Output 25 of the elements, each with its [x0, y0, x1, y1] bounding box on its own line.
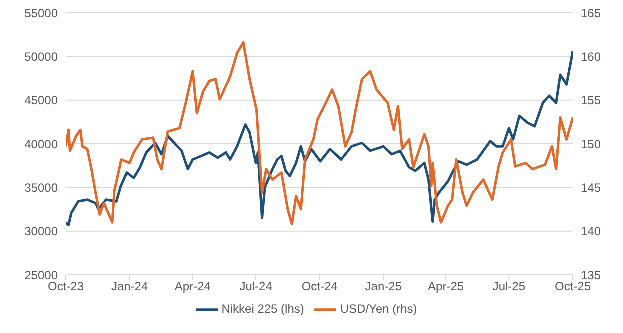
y2-tick-label: 145 — [581, 180, 602, 195]
x-tick-label: Apr-25 — [428, 280, 464, 294]
y-tick-label: 40000 — [24, 137, 58, 152]
x-tick-label: Oct-24 — [302, 280, 338, 294]
y-tick-label: 30000 — [24, 224, 58, 239]
y-tick-label: 25000 — [24, 268, 58, 282]
y-tick-label: 55000 — [24, 6, 58, 20]
x-tick-label: Oct-23 — [48, 280, 84, 294]
y2-tick-label: 150 — [581, 137, 602, 152]
x-tick-label: Jul-24 — [240, 280, 273, 294]
x-tick-label: Oct-25 — [554, 280, 592, 294]
y2-tick-label: 160 — [581, 50, 602, 64]
legend-label: USD/Yen (rhs) — [340, 302, 418, 316]
y2-tick-label: 140 — [581, 224, 602, 239]
legend-label: Nikkei 225 (lhs) — [222, 302, 304, 316]
y-tick-label: 45000 — [24, 94, 58, 108]
x-tick-label: Jan-25 — [365, 280, 402, 294]
y2-tick-label: 165 — [581, 6, 602, 20]
x-tick-label: Jul-25 — [492, 280, 526, 294]
y-tick-label: 35000 — [24, 180, 58, 195]
y-tick-label: 50000 — [24, 50, 58, 64]
x-tick-label: Apr-24 — [174, 280, 212, 294]
y2-tick-label: 155 — [581, 94, 602, 108]
y2-tick-label: 135 — [581, 268, 602, 282]
x-tick-label: Jan-24 — [111, 280, 148, 294]
